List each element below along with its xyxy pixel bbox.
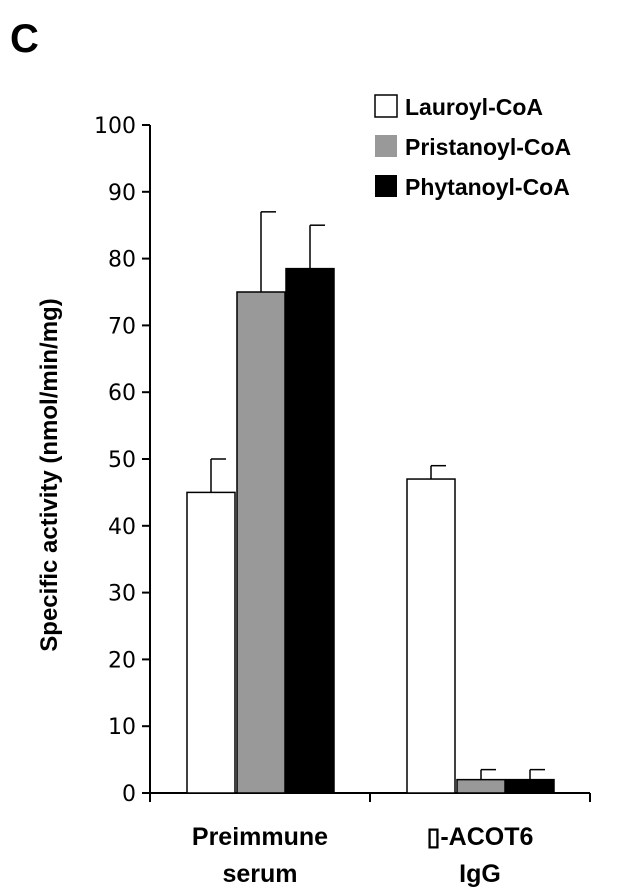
legend-label: Lauroyl-CoA bbox=[405, 94, 543, 120]
y-tick-label: 60 bbox=[108, 381, 136, 406]
y-tick-label: 20 bbox=[108, 648, 136, 673]
y-tick-label: 10 bbox=[108, 715, 136, 740]
bars bbox=[186, 267, 555, 794]
category-label: IgG bbox=[459, 860, 501, 888]
bar-lauroyl-coa-0 bbox=[186, 491, 236, 794]
legend-swatch bbox=[375, 175, 397, 197]
legend: Lauroyl-CoA Pristanoyl-CoA Phytanoyl-CoA bbox=[374, 94, 571, 200]
y-axis-title: Specific activity (nmol/min/mg) bbox=[36, 298, 63, 651]
error-bars bbox=[210, 211, 545, 780]
y-tick-label: 40 bbox=[108, 515, 136, 540]
y-tick-label: 90 bbox=[108, 181, 136, 206]
category-labels: Preimmune serum ▯-ACOT6 IgG bbox=[192, 823, 533, 888]
bar-phytanoyl-coa-0 bbox=[285, 267, 335, 794]
legend-swatch bbox=[374, 94, 398, 118]
y-tick-label: 50 bbox=[108, 448, 136, 473]
legend-label: Phytanoyl-CoA bbox=[405, 174, 570, 200]
bar-pristanoyl-coa-0 bbox=[236, 291, 286, 794]
y-tick-label: 80 bbox=[108, 248, 136, 273]
category-label: ▯-ACOT6 bbox=[427, 823, 534, 851]
category-label: Preimmune bbox=[192, 823, 328, 851]
panel-label: C bbox=[10, 17, 39, 61]
y-tick-label: 70 bbox=[108, 314, 136, 339]
y-tick-label: 30 bbox=[108, 582, 136, 607]
x-ticks bbox=[149, 793, 591, 802]
category-label: serum bbox=[222, 860, 297, 888]
bar-pristanoyl-coa-1 bbox=[456, 778, 506, 794]
bar-lauroyl-coa-1 bbox=[406, 478, 456, 794]
legend-label: Pristanoyl-CoA bbox=[405, 134, 571, 160]
y-tick-label: 0 bbox=[122, 782, 136, 807]
legend-swatch bbox=[375, 135, 397, 157]
bar-phytanoyl-coa-1 bbox=[505, 778, 555, 794]
y-tick-label: 100 bbox=[94, 114, 136, 139]
y-ticks: 0 10 20 30 40 50 60 70 80 90 100 bbox=[94, 114, 150, 807]
